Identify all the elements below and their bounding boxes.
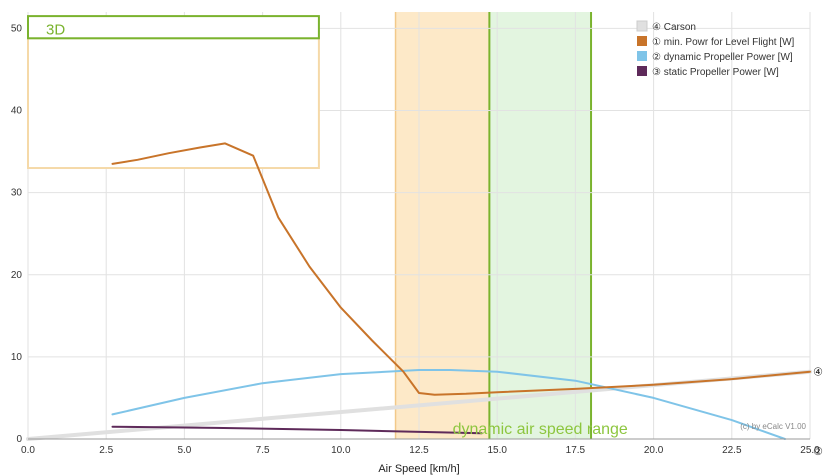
- series-line-3: [111, 369, 786, 440]
- legend: ④ Carson ① min. Powr for Level Flight [W]…: [636, 20, 795, 78]
- series-line-2: [111, 142, 811, 396]
- axis-layer: 0.0 2.5 5.0 7.5 10.0 12.5 15.0 17.5 20.0 22.5 25.0…: [11, 23, 820, 456]
- x-tick-label: 15.0: [487, 445, 507, 456]
- bands-layer: [394, 12, 593, 439]
- edge-mark-carson: ④: [813, 366, 823, 379]
- legend-label: ④ Carson: [652, 22, 696, 33]
- band-label-dynamic-range: dynamic air speed range: [453, 421, 628, 438]
- inset-header: [27, 15, 320, 40]
- x-tick-label: 7.5: [256, 445, 270, 456]
- inset-title: 3D: [46, 21, 65, 38]
- y-tick-label: 0: [16, 434, 22, 445]
- legend-swatch: [637, 66, 647, 76]
- series-layer: [26, 142, 812, 441]
- legend-swatch: [636, 20, 648, 32]
- y-tick-label: 20: [11, 270, 23, 281]
- inset-body: [27, 37, 320, 170]
- legend-label: ③ static Propeller Power [W]: [652, 67, 779, 78]
- x-tick-label: 0.0: [21, 445, 35, 456]
- x-tick-label: 2.5: [99, 445, 113, 456]
- legend-swatch: [637, 51, 647, 61]
- y-tick-label: 50: [11, 23, 23, 34]
- edge-mark-dynamic: ②: [813, 445, 823, 458]
- legend-label: ② dynamic Propeller Power [W]: [652, 52, 793, 63]
- x-tick-label: 25.0: [800, 445, 820, 456]
- y-tick-label: 10: [11, 352, 23, 363]
- orange-band: [395, 12, 490, 439]
- series-line-4: [111, 425, 483, 435]
- x-tick-label: 17.5: [566, 445, 586, 456]
- legend-label: ① min. Powr for Level Flight [W]: [652, 37, 795, 48]
- inset-panel: 3D: [27, 15, 320, 170]
- y-tick-label: 40: [11, 106, 23, 117]
- credit-label: (c) by eCalc V1.00: [740, 422, 806, 431]
- green-band: [489, 12, 592, 439]
- y-tick-label: 30: [11, 188, 23, 199]
- x-tick-label: 12.5: [409, 445, 429, 456]
- x-tick-label: 22.5: [722, 445, 742, 456]
- x-tick-label: 5.0: [177, 445, 191, 456]
- x-axis-label: Air Speed [km/h]: [378, 463, 459, 475]
- legend-swatch: [637, 36, 647, 46]
- x-tick-label: 10.0: [331, 445, 351, 456]
- x-tick-label: 20.0: [644, 445, 664, 456]
